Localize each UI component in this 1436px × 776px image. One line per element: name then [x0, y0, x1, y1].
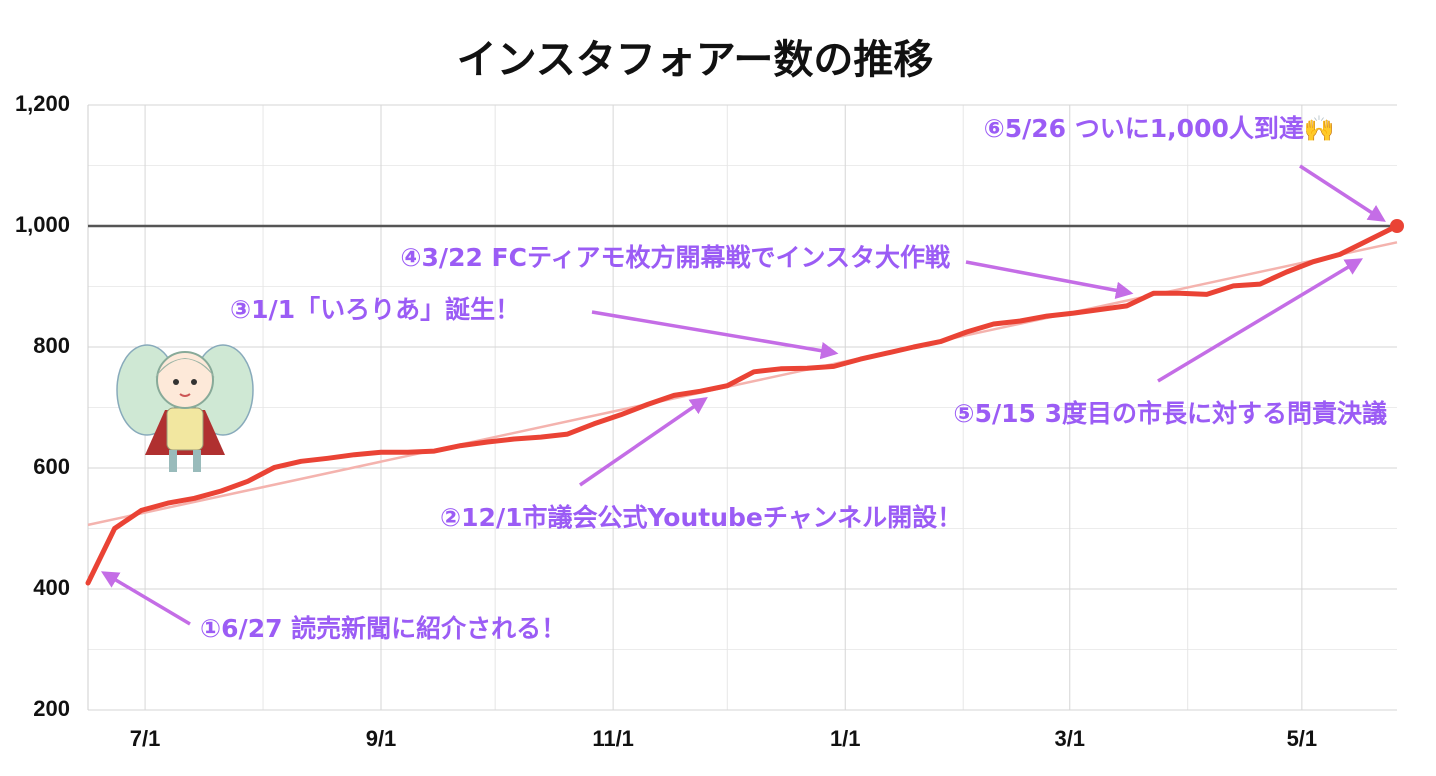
y-tick-label: 200: [33, 696, 70, 721]
x-tick-label: 11/1: [592, 726, 634, 751]
annotation-arrows: [100, 164, 1386, 626]
arrow: [1157, 258, 1364, 383]
chart-title: インスタフォアー数の推移: [457, 37, 934, 83]
y-tick-label: 800: [33, 333, 70, 358]
y-tick-label: 400: [33, 575, 70, 600]
arrow: [1299, 164, 1386, 222]
arrow: [100, 571, 191, 626]
x-tick-label: 5/1: [1287, 726, 1318, 751]
annotations: ⑥5/26 ついに1,000人到達🙌 ④3/22 FCティアモ枚方開幕戦でインス…: [200, 114, 1387, 643]
x-tick-label: 9/1: [366, 726, 397, 751]
trend-line: [87, 241, 1398, 527]
arrow: [591, 310, 839, 360]
annotation: ③1/1「いろりあ」誕生！: [230, 295, 520, 324]
data-line: [85, 223, 1400, 586]
plot: [85, 219, 1404, 586]
arrow: [579, 397, 708, 487]
annotation: ①6/27 読売新聞に紹介される！: [200, 614, 566, 643]
annotation: ⑤5/15 3度目の市長に対する問責決議: [953, 399, 1387, 428]
x-tick-label: 1/1: [830, 726, 861, 751]
annotation: ④3/22 FCティアモ枚方開幕戦でインスタ大作戦: [400, 243, 950, 272]
x-tick-label: 7/1: [130, 726, 161, 751]
grid: 200 400 600 800 1,000 1,200 7/1 9/1 11/1 1/1 3/1 5/…: [15, 91, 1397, 751]
end-point: [1390, 219, 1404, 233]
annotation: ⑥5/26 ついに1,000人到達🙌: [984, 114, 1335, 143]
arrow: [965, 260, 1134, 299]
y-tick-label: 1,200: [15, 91, 70, 116]
x-tick-label: 3/1: [1054, 726, 1085, 751]
y-tick-label: 600: [33, 454, 70, 479]
annotation: ②12/1市議会公式Youtubeチャンネル開設！: [440, 503, 962, 532]
mascot-illustration: [116, 344, 254, 472]
y-tick-label: 1,000: [15, 212, 70, 237]
